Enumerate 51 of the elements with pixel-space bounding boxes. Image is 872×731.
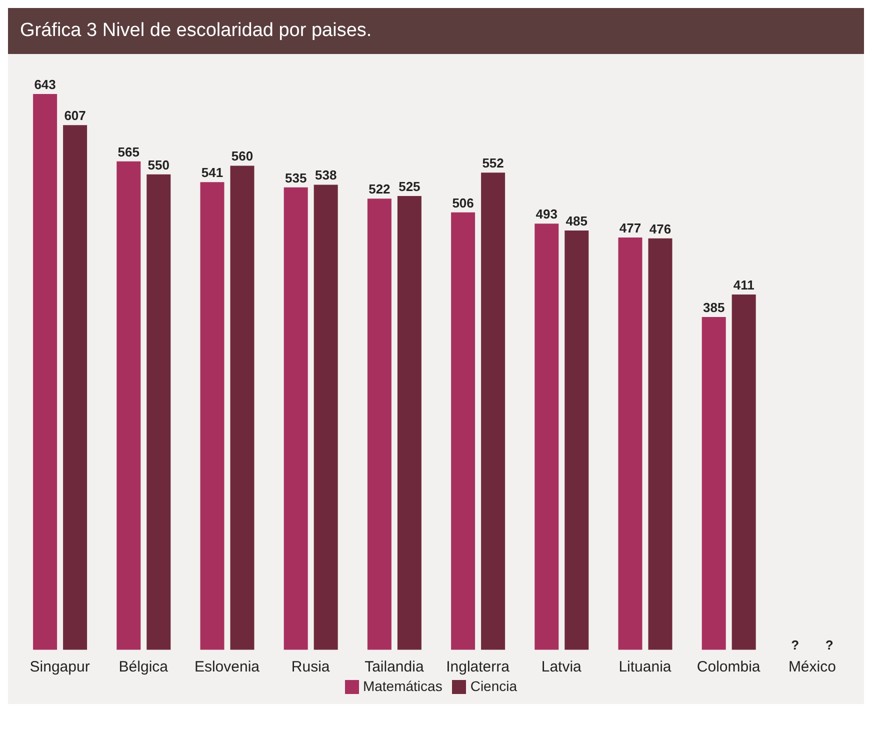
data-label: 550	[148, 157, 170, 172]
bar	[367, 198, 392, 650]
x-tick-label: Bélgica	[118, 658, 169, 676]
x-tick-label: Inglaterra	[446, 658, 510, 676]
chart-title: Gráfica 3 Nivel de escolaridad por paises.	[8, 8, 864, 54]
bar	[648, 238, 672, 650]
data-label: 485	[566, 214, 588, 229]
bar	[33, 94, 58, 650]
data-label: 522	[368, 182, 390, 197]
x-tick-label: México	[788, 658, 836, 676]
bar	[451, 212, 476, 650]
text: ?	[791, 638, 800, 653]
data-label: 525	[398, 178, 420, 194]
x-tick-label: Colombia	[696, 658, 761, 676]
x-tick-label: Eslovenia	[194, 658, 260, 676]
bar	[230, 166, 254, 650]
data-label: 385	[702, 300, 725, 315]
data-label: 643	[34, 77, 56, 92]
x-tick-label: Lituania	[618, 658, 672, 676]
data-label: 477	[619, 220, 642, 236]
data-label: 538	[314, 168, 337, 183]
legend-label: Matemáticas	[362, 678, 442, 694]
bar	[618, 237, 642, 650]
bar	[284, 187, 308, 650]
bar	[314, 184, 338, 650]
x-tick-label: Latvia	[541, 658, 582, 676]
data-label: 565	[118, 144, 140, 160]
data-label: 541	[201, 165, 224, 180]
bar	[200, 182, 224, 650]
data-label: 411	[733, 278, 754, 293]
bar	[63, 125, 88, 650]
data-label: 560	[231, 148, 254, 164]
text: ?	[825, 638, 834, 653]
x-tick-label: Singapur	[30, 658, 90, 676]
bar	[146, 174, 171, 650]
bar	[702, 316, 726, 650]
data-label: 476	[649, 221, 672, 236]
legend-label: Ciencia	[470, 678, 518, 694]
bar	[534, 224, 559, 650]
data-label: 493	[536, 206, 558, 222]
data-label: 535	[284, 170, 307, 186]
bar	[397, 196, 422, 650]
bar	[116, 161, 141, 650]
bar	[732, 294, 756, 650]
x-tick-label: Tailandia	[364, 658, 424, 676]
bar	[481, 172, 506, 650]
data-label: 607	[64, 108, 86, 124]
x-tick-label: Rusia	[291, 658, 330, 676]
data-label: 552	[482, 156, 504, 171]
data-label: 506	[452, 195, 474, 210]
bar	[564, 230, 589, 650]
